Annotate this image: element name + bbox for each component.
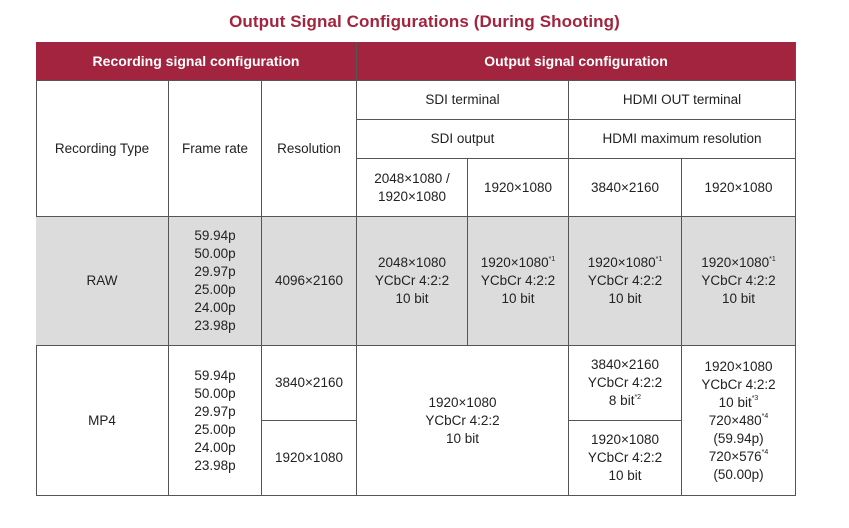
mp4-frame-rates: 59.94p 50.00p 29.97p 25.00p 24.00p 23.98… xyxy=(169,346,262,496)
header-hdmi-col2: 1920×1080 xyxy=(682,159,796,217)
raw-sdi1-depth: 10 bit xyxy=(395,291,429,306)
header-sdi-col2: 1920×1080 xyxy=(468,159,569,217)
frame-rate-item: 25.00p xyxy=(194,282,236,297)
mp4-hdmi1a-res: 3840×2160 xyxy=(591,357,659,372)
mp4-hdmi2-res: 1920×1080 xyxy=(704,358,773,374)
header-sdi-col1-line1: 2048×1080 / xyxy=(374,170,450,186)
page-title: Output Signal Configurations (During Sho… xyxy=(229,12,620,31)
mp4-sdi-res: 1920×1080 xyxy=(428,394,497,410)
raw-sdi1-format: YCbCr 4:2:2 xyxy=(374,273,450,288)
mp4-resolution-a: 3840×2160 xyxy=(262,346,357,421)
raw-hdmi2-res: 1920×1080 xyxy=(701,255,770,270)
mp4-hdmi1b-res: 1920×1080 xyxy=(591,432,659,447)
frame-rate-item: 29.97p xyxy=(194,403,236,419)
mp4-hdmi1b-format: YCbCr 4:2:2 xyxy=(587,450,663,465)
frame-rate-item: 50.00p xyxy=(194,246,236,261)
footnote-mark: *1 xyxy=(769,255,776,263)
frame-rate-item: 24.00p xyxy=(194,300,236,315)
header-resolution: Resolution xyxy=(262,81,357,217)
mp4-sdi-output: 1920×1080 YCbCr 4:2:2 10 bit xyxy=(357,346,569,496)
raw-frame-rates: 59.94p 50.00p 29.97p 25.00p 24.00p 23.98… xyxy=(169,217,262,346)
header-sdi-terminal: SDI terminal xyxy=(357,81,569,120)
raw-type: RAW xyxy=(36,217,169,346)
frame-rate-item: 25.00p xyxy=(194,421,236,437)
frame-rate-item: 24.00p xyxy=(194,439,236,455)
header-hdmi-max-resolution: HDMI maximum resolution xyxy=(569,120,796,159)
raw-hdmi-output-1: 1920×1080*1 YCbCr 4:2:2 10 bit xyxy=(569,217,682,346)
header-hdmi-col1: 3840×2160 xyxy=(569,159,682,217)
mp4-hdmi-output-2: 1920×1080 YCbCr 4:2:2 10 bit*3 720×480*4… xyxy=(682,346,796,496)
mp4-hdmi2-format: YCbCr 4:2:2 xyxy=(701,376,776,392)
raw-sdi1-res: 2048×1080 xyxy=(378,255,446,270)
frame-rate-item: 29.97p xyxy=(194,264,236,279)
footnote-mark: *4 xyxy=(761,449,769,456)
raw-sdi2-res: 1920×1080 xyxy=(480,255,549,270)
raw-hdmi1-format: YCbCr 4:2:2 xyxy=(587,273,663,288)
raw-sdi-output-1: 2048×1080 YCbCr 4:2:2 10 bit xyxy=(357,217,468,346)
mp4-resolution-b: 1920×1080 xyxy=(262,421,357,496)
frame-rate-item: 59.94p xyxy=(194,367,236,383)
raw-resolution: 4096×2160 xyxy=(262,217,357,346)
mp4-hdmi-output-1b: 1920×1080 YCbCr 4:2:2 10 bit xyxy=(569,421,682,496)
header-output-group: Output signal configuration xyxy=(357,42,796,81)
mp4-sdi-format: YCbCr 4:2:2 xyxy=(425,412,500,428)
header-recording-type: Recording Type xyxy=(36,81,169,217)
header-hdmi-terminal: HDMI OUT terminal xyxy=(569,81,796,120)
mp4-hdmi2-rate-ntsc: (59.94p) xyxy=(713,430,764,446)
footnote-mark: *4 xyxy=(761,413,769,420)
mp4-hdmi2-depth: 10 bit xyxy=(718,394,752,410)
header-sdi-col1-line2: 1920×1080 xyxy=(378,188,446,204)
header-sdi-col1: 2048×1080 / 1920×1080 xyxy=(357,159,468,217)
raw-sdi-output-2: 1920×1080*1 YCbCr 4:2:2 10 bit xyxy=(468,217,569,346)
frame-rate-item: 23.98p xyxy=(194,457,236,473)
mp4-hdmi2-res-ntsc: 720×480 xyxy=(708,412,762,428)
footnote-mark: *2 xyxy=(634,393,642,401)
mp4-hdmi2-res-pal: 720×576 xyxy=(708,448,762,464)
mp4-hdmi1a-depth: 8 bit xyxy=(608,393,635,408)
header-frame-rate: Frame rate xyxy=(169,81,262,217)
raw-hdmi2-depth: 10 bit xyxy=(721,291,756,306)
raw-hdmi2-format: YCbCr 4:2:2 xyxy=(701,273,776,288)
mp4-type: MP4 xyxy=(36,346,169,496)
raw-sdi2-format: YCbCr 4:2:2 xyxy=(480,273,556,288)
frame-rate-item: 50.00p xyxy=(194,385,236,401)
header-sdi-output: SDI output xyxy=(357,120,569,159)
footnote-mark: *1 xyxy=(655,255,663,263)
raw-sdi2-depth: 10 bit xyxy=(501,291,535,306)
mp4-hdmi1a-format: YCbCr 4:2:2 xyxy=(587,375,663,390)
frame-rate-item: 23.98p xyxy=(194,318,236,333)
footnote-mark: *1 xyxy=(548,255,556,263)
mp4-sdi-depth: 10 bit xyxy=(445,430,480,446)
mp4-hdmi2-rate-pal: (50.00p) xyxy=(713,466,764,482)
frame-rate-item: 59.94p xyxy=(194,228,236,243)
footnote-mark: *3 xyxy=(751,395,759,402)
raw-hdmi-output-2: 1920×1080*1 YCbCr 4:2:2 10 bit xyxy=(682,217,796,346)
raw-hdmi1-res: 1920×1080 xyxy=(587,255,656,270)
mp4-hdmi-output-1a: 3840×2160 YCbCr 4:2:2 8 bit*2 xyxy=(569,346,682,421)
mp4-hdmi1b-depth: 10 bit xyxy=(608,468,642,483)
header-recording-group: Recording signal configuration xyxy=(36,42,357,81)
raw-hdmi1-depth: 10 bit xyxy=(608,291,642,306)
